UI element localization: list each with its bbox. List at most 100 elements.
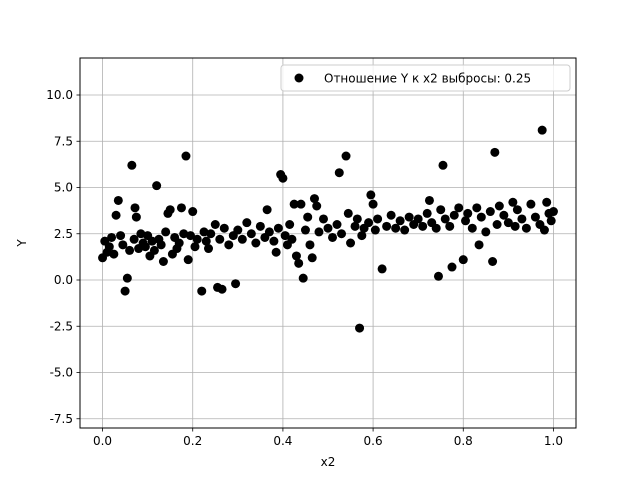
data-point (364, 218, 374, 228)
data-point (472, 203, 482, 213)
data-point (341, 151, 351, 161)
x-tick-label: 0.8 (454, 434, 473, 448)
data-point (454, 203, 464, 213)
data-point (449, 210, 459, 220)
data-point (355, 323, 365, 333)
data-point (346, 238, 356, 248)
data-point (113, 195, 123, 205)
data-point (422, 208, 432, 218)
data-point (510, 221, 520, 231)
data-point (309, 194, 319, 204)
data-point (350, 221, 360, 231)
data-point (503, 218, 513, 228)
data-point (111, 210, 121, 220)
data-point (537, 125, 547, 135)
data-point (343, 208, 353, 218)
y-tick-label: 2.5 (54, 227, 73, 241)
data-point (181, 151, 191, 161)
data-point (474, 240, 484, 250)
data-point (539, 225, 549, 235)
data-point (294, 258, 304, 268)
data-point (404, 212, 414, 222)
data-point (377, 264, 387, 274)
legend-label: Отношение Y к x2 выбросы: 0.25 (324, 72, 531, 86)
data-point (280, 231, 290, 241)
data-point (285, 220, 295, 229)
data-point (237, 234, 247, 244)
data-point (271, 247, 281, 257)
data-point (492, 220, 502, 229)
data-point (122, 273, 132, 283)
data-points (98, 125, 558, 333)
tick-marks (76, 94, 554, 432)
x-tick-label: 1.0 (544, 434, 563, 448)
data-point (289, 199, 299, 209)
data-point (517, 214, 527, 224)
y-tick-label: -7.5 (50, 412, 73, 426)
data-point (546, 216, 556, 226)
data-point (273, 223, 283, 233)
data-point (127, 160, 137, 170)
data-point (334, 168, 344, 178)
data-point (152, 181, 162, 191)
data-point (199, 227, 209, 237)
data-point (176, 203, 186, 213)
data-point (458, 255, 468, 265)
data-point (370, 225, 380, 235)
data-point (107, 232, 117, 242)
data-point (463, 208, 473, 218)
data-point (318, 214, 328, 224)
data-point (499, 210, 509, 220)
data-point (116, 231, 126, 241)
data-point (156, 240, 166, 250)
data-point (219, 223, 229, 233)
data-point (440, 214, 450, 224)
data-point (542, 197, 552, 207)
data-point (118, 240, 128, 250)
data-point (323, 223, 333, 233)
data-point (125, 245, 135, 255)
data-point (197, 286, 207, 296)
data-point (255, 221, 265, 231)
data-point (120, 286, 130, 296)
data-point (129, 234, 139, 244)
data-point (251, 238, 261, 248)
data-point (357, 231, 367, 241)
data-point (438, 160, 448, 170)
data-point (179, 229, 189, 239)
data-point (373, 214, 383, 224)
data-point (206, 229, 216, 239)
data-point (431, 223, 441, 233)
data-point (307, 253, 317, 263)
x-tick-label: 0.0 (93, 434, 112, 448)
data-point (224, 240, 234, 250)
data-point (183, 255, 193, 265)
data-point (215, 234, 225, 244)
data-point (296, 199, 306, 209)
x-axis-label: x2 (321, 455, 336, 469)
data-point (165, 205, 175, 215)
data-point (136, 229, 146, 239)
data-point (269, 236, 279, 246)
x-tick-labels: 0.0 0.2 0.4 0.6 0.8 1.0 (93, 434, 563, 448)
y-tick-label: 0.0 (54, 273, 73, 287)
data-point (174, 238, 184, 248)
data-point (366, 190, 376, 200)
data-point (264, 227, 274, 237)
data-point (332, 220, 342, 229)
data-point (242, 218, 252, 228)
data-point (476, 212, 486, 222)
y-tick-label: -5.0 (50, 366, 73, 380)
legend-box (280, 64, 571, 92)
data-point (314, 227, 324, 237)
data-point (386, 210, 396, 220)
data-point (512, 205, 522, 215)
y-axis-label: Y (15, 239, 29, 248)
data-point (337, 229, 347, 239)
data-point (104, 242, 114, 252)
data-point (204, 244, 214, 254)
data-point (201, 236, 211, 246)
data-point (303, 212, 313, 222)
data-point (192, 234, 202, 244)
